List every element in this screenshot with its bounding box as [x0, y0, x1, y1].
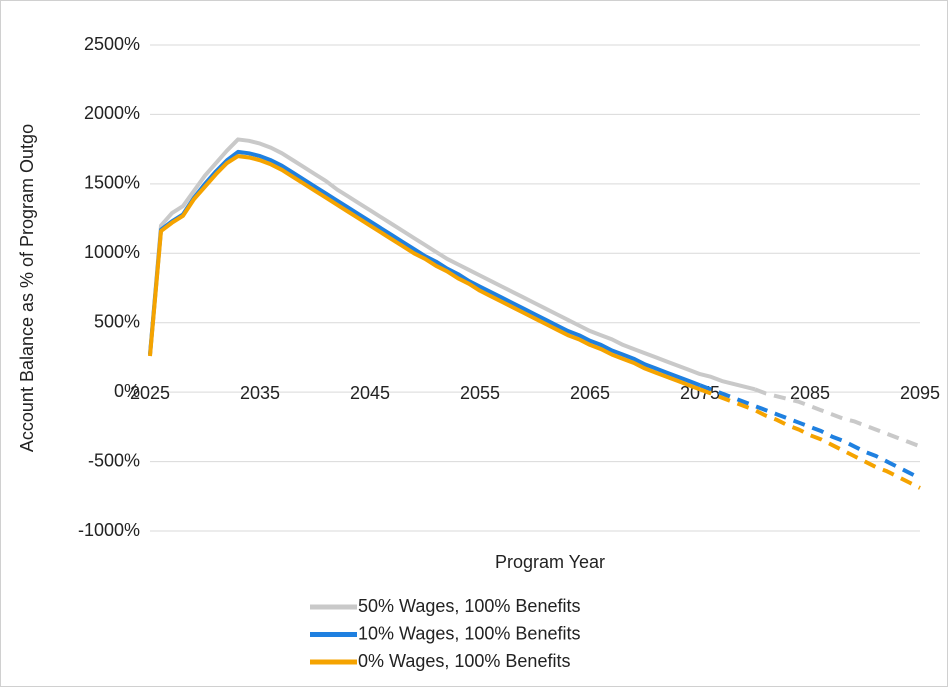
series-line [148, 137, 756, 392]
series-line [148, 149, 701, 388]
y-tick-label: 1500% [84, 173, 140, 193]
legend-label: 10% Wages, 100% Benefits [358, 623, 580, 643]
x-tick-label: 2045 [350, 383, 390, 403]
projected-line [699, 387, 921, 490]
x-axis-title: Program Year [495, 552, 605, 572]
x-tick-label: 2025 [130, 383, 170, 403]
y-axis-title: Account Balance as % of Program Outgo [17, 124, 37, 452]
y-tick-label: 1000% [84, 242, 140, 262]
y-tick-label: 500% [94, 311, 140, 331]
x-tick-label: 2065 [570, 383, 610, 403]
y-tick-label: -500% [88, 450, 140, 470]
x-tick-label: 2055 [460, 383, 500, 403]
y-tick-label: -1000% [78, 520, 140, 540]
x-tick-label: 2085 [790, 383, 830, 403]
legend-label: 50% Wages, 100% Benefits [358, 596, 580, 616]
series-line [148, 154, 701, 392]
y-tick-label: 0% [114, 381, 140, 401]
projected-line [754, 387, 921, 449]
legend-label: 0% Wages, 100% Benefits [358, 651, 570, 671]
y-tick-label: 2000% [84, 103, 140, 123]
x-tick-label: 2095 [900, 383, 940, 403]
x-tick-label: 2035 [240, 383, 280, 403]
y-tick-label: 2500% [84, 34, 140, 54]
